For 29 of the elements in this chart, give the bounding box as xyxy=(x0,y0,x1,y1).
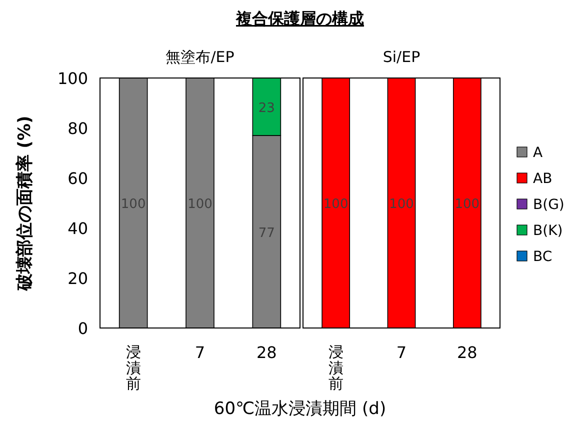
y-tick-label: 60 xyxy=(68,169,88,188)
legend-label: A xyxy=(533,145,543,161)
chart-title: 複合保護層の構成 xyxy=(235,9,364,28)
legend-label: B(G) xyxy=(533,197,564,213)
x-axis-title: 60℃温水浸漬期間 (d) xyxy=(214,399,386,419)
x-tick-label: 7 xyxy=(396,343,407,362)
y-tick-label: 80 xyxy=(68,119,88,138)
y-tick-label: 0 xyxy=(78,319,88,338)
data-label: 100 xyxy=(323,197,348,212)
x-tick-label: 28 xyxy=(256,343,277,362)
x-tick-label: 浸漬前 xyxy=(126,343,141,392)
y-tick-label: 20 xyxy=(68,269,88,288)
y-tick-label: 40 xyxy=(68,219,88,238)
data-label: 23 xyxy=(258,100,275,116)
data-label: 77 xyxy=(258,226,275,241)
legend-label: BC xyxy=(533,249,552,265)
data-label: 100 xyxy=(120,197,146,212)
legend-label: B(K) xyxy=(533,223,563,239)
x-tick-label: 7 xyxy=(194,343,206,362)
data-label: 100 xyxy=(454,197,480,212)
data-label: 100 xyxy=(188,197,212,212)
y-tick-label: 100 xyxy=(57,69,88,88)
y-axis-title: 破壊部位の面積率 (%) xyxy=(15,116,35,292)
data-label: 100 xyxy=(389,197,414,212)
chart-subtitle: 無塗布/EP xyxy=(166,48,234,66)
x-tick-label: 28 xyxy=(456,343,478,362)
x-tick-label: 浸漬前 xyxy=(328,343,344,392)
chart-subtitle: Si/EP xyxy=(382,48,420,66)
legend-label: AB xyxy=(533,171,552,187)
